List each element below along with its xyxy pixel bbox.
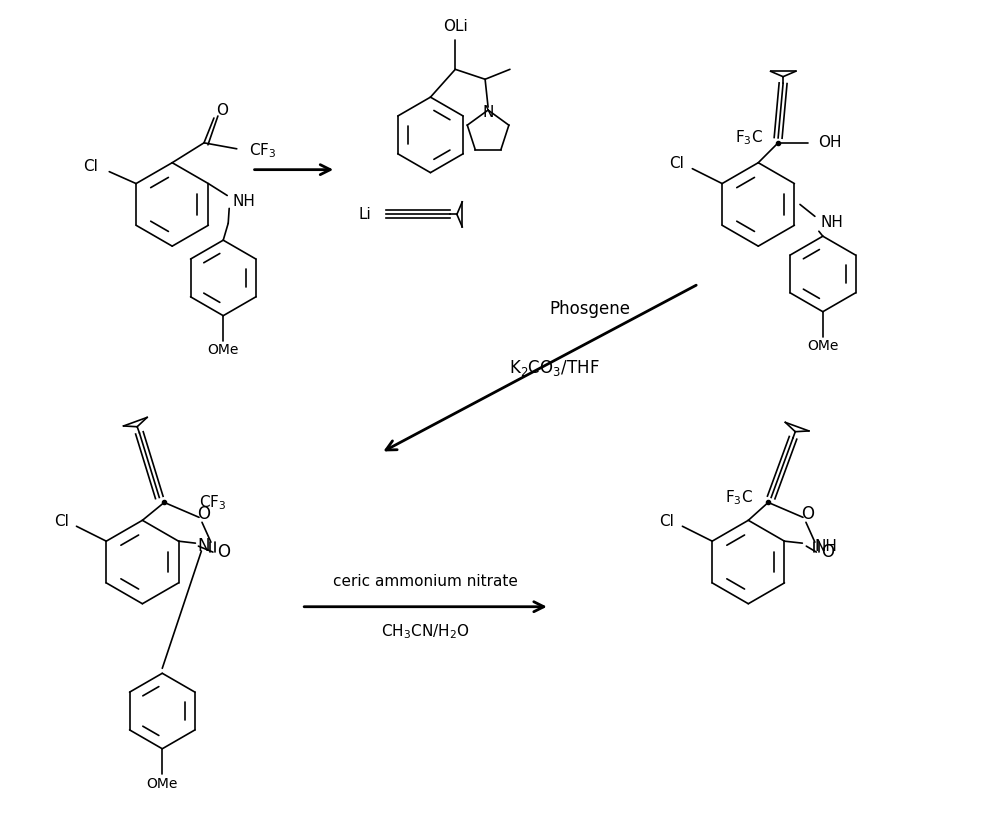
Text: OMe: OMe	[147, 776, 178, 791]
Text: OH: OH	[818, 135, 841, 150]
Text: CF$_3$: CF$_3$	[199, 493, 226, 511]
Text: CF$_3$: CF$_3$	[249, 142, 276, 160]
Text: OMe: OMe	[807, 340, 839, 353]
Text: K$_2$CO$_3$/THF: K$_2$CO$_3$/THF	[509, 358, 600, 378]
Text: O: O	[216, 102, 228, 117]
Text: O: O	[197, 506, 210, 523]
Text: CH$_3$CN/H$_2$O: CH$_3$CN/H$_2$O	[381, 622, 470, 641]
Text: OMe: OMe	[208, 343, 239, 357]
Text: O: O	[801, 506, 814, 523]
Text: NH: NH	[814, 539, 837, 554]
Text: O: O	[217, 543, 230, 561]
Text: Li: Li	[358, 207, 371, 222]
Text: O: O	[821, 543, 834, 561]
Text: N: N	[197, 537, 210, 555]
Text: ceric ammonium nitrate: ceric ammonium nitrate	[333, 575, 518, 590]
Text: Cl: Cl	[670, 157, 684, 172]
Text: NH: NH	[821, 215, 844, 230]
Text: NH: NH	[232, 194, 255, 209]
Text: Cl: Cl	[660, 514, 674, 529]
Text: Cl: Cl	[83, 159, 98, 174]
Text: F$_3$C: F$_3$C	[725, 488, 753, 506]
Text: Phosgene: Phosgene	[549, 300, 630, 317]
Text: F$_3$C: F$_3$C	[735, 128, 763, 147]
Text: N: N	[482, 105, 494, 120]
Text: Cl: Cl	[54, 514, 69, 529]
Text: OLi: OLi	[443, 19, 468, 34]
